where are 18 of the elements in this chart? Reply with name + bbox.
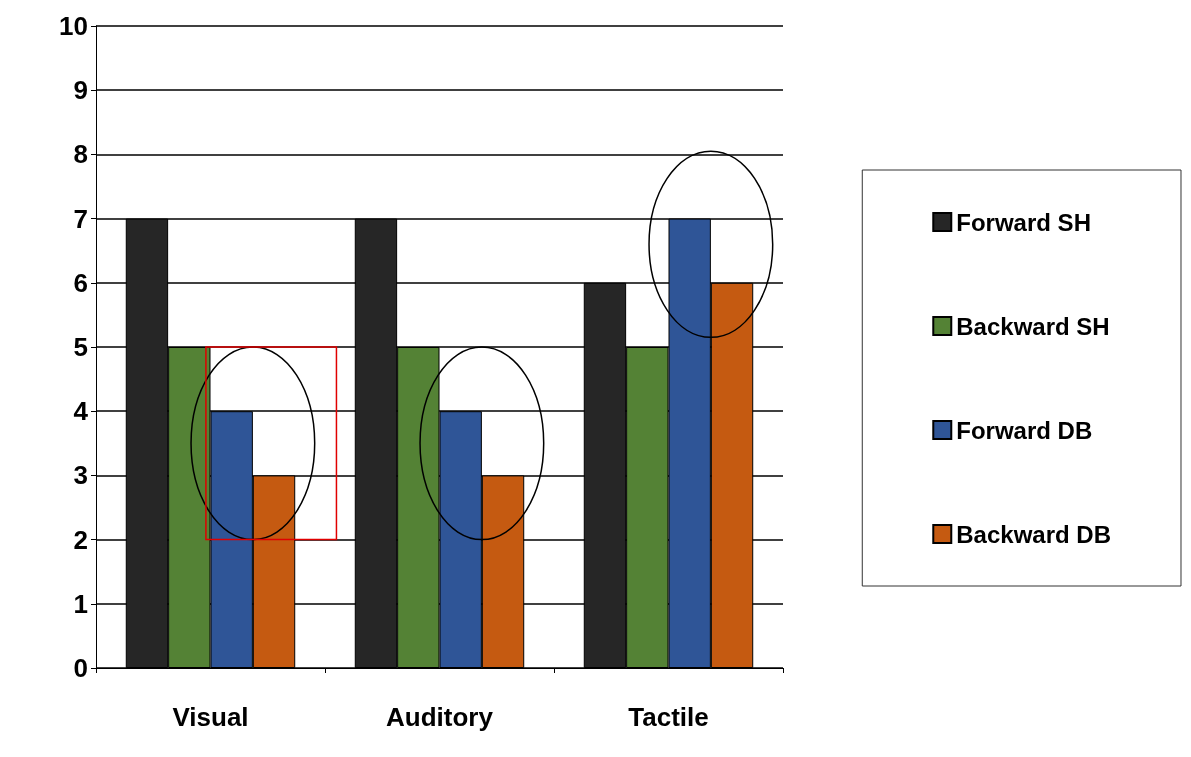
legend-label: Forward DB [956, 416, 1093, 444]
y-tick-label: 7 [73, 203, 88, 234]
y-tick-label: 9 [73, 75, 88, 106]
y-tick-label: 3 [73, 460, 88, 491]
x-tick-label: Tactile [628, 702, 709, 732]
legend-label: Backward SH [956, 312, 1110, 340]
y-tick-label: 2 [73, 524, 88, 555]
x-tick-label: Auditory [386, 702, 494, 732]
legend-label: Backward DB [956, 520, 1112, 548]
y-tick-label: 5 [73, 332, 88, 362]
legend-label: Forward SH [956, 208, 1091, 236]
x-tick-label: Visual [172, 702, 249, 732]
y-tick-label: 10 [59, 11, 88, 41]
y-tick-label: 8 [73, 139, 88, 170]
y-tick-label: 4 [73, 396, 89, 427]
y-tick-label: 0 [73, 653, 88, 683]
y-tick-label: 6 [73, 267, 88, 298]
y-tick-label: 1 [73, 588, 88, 619]
